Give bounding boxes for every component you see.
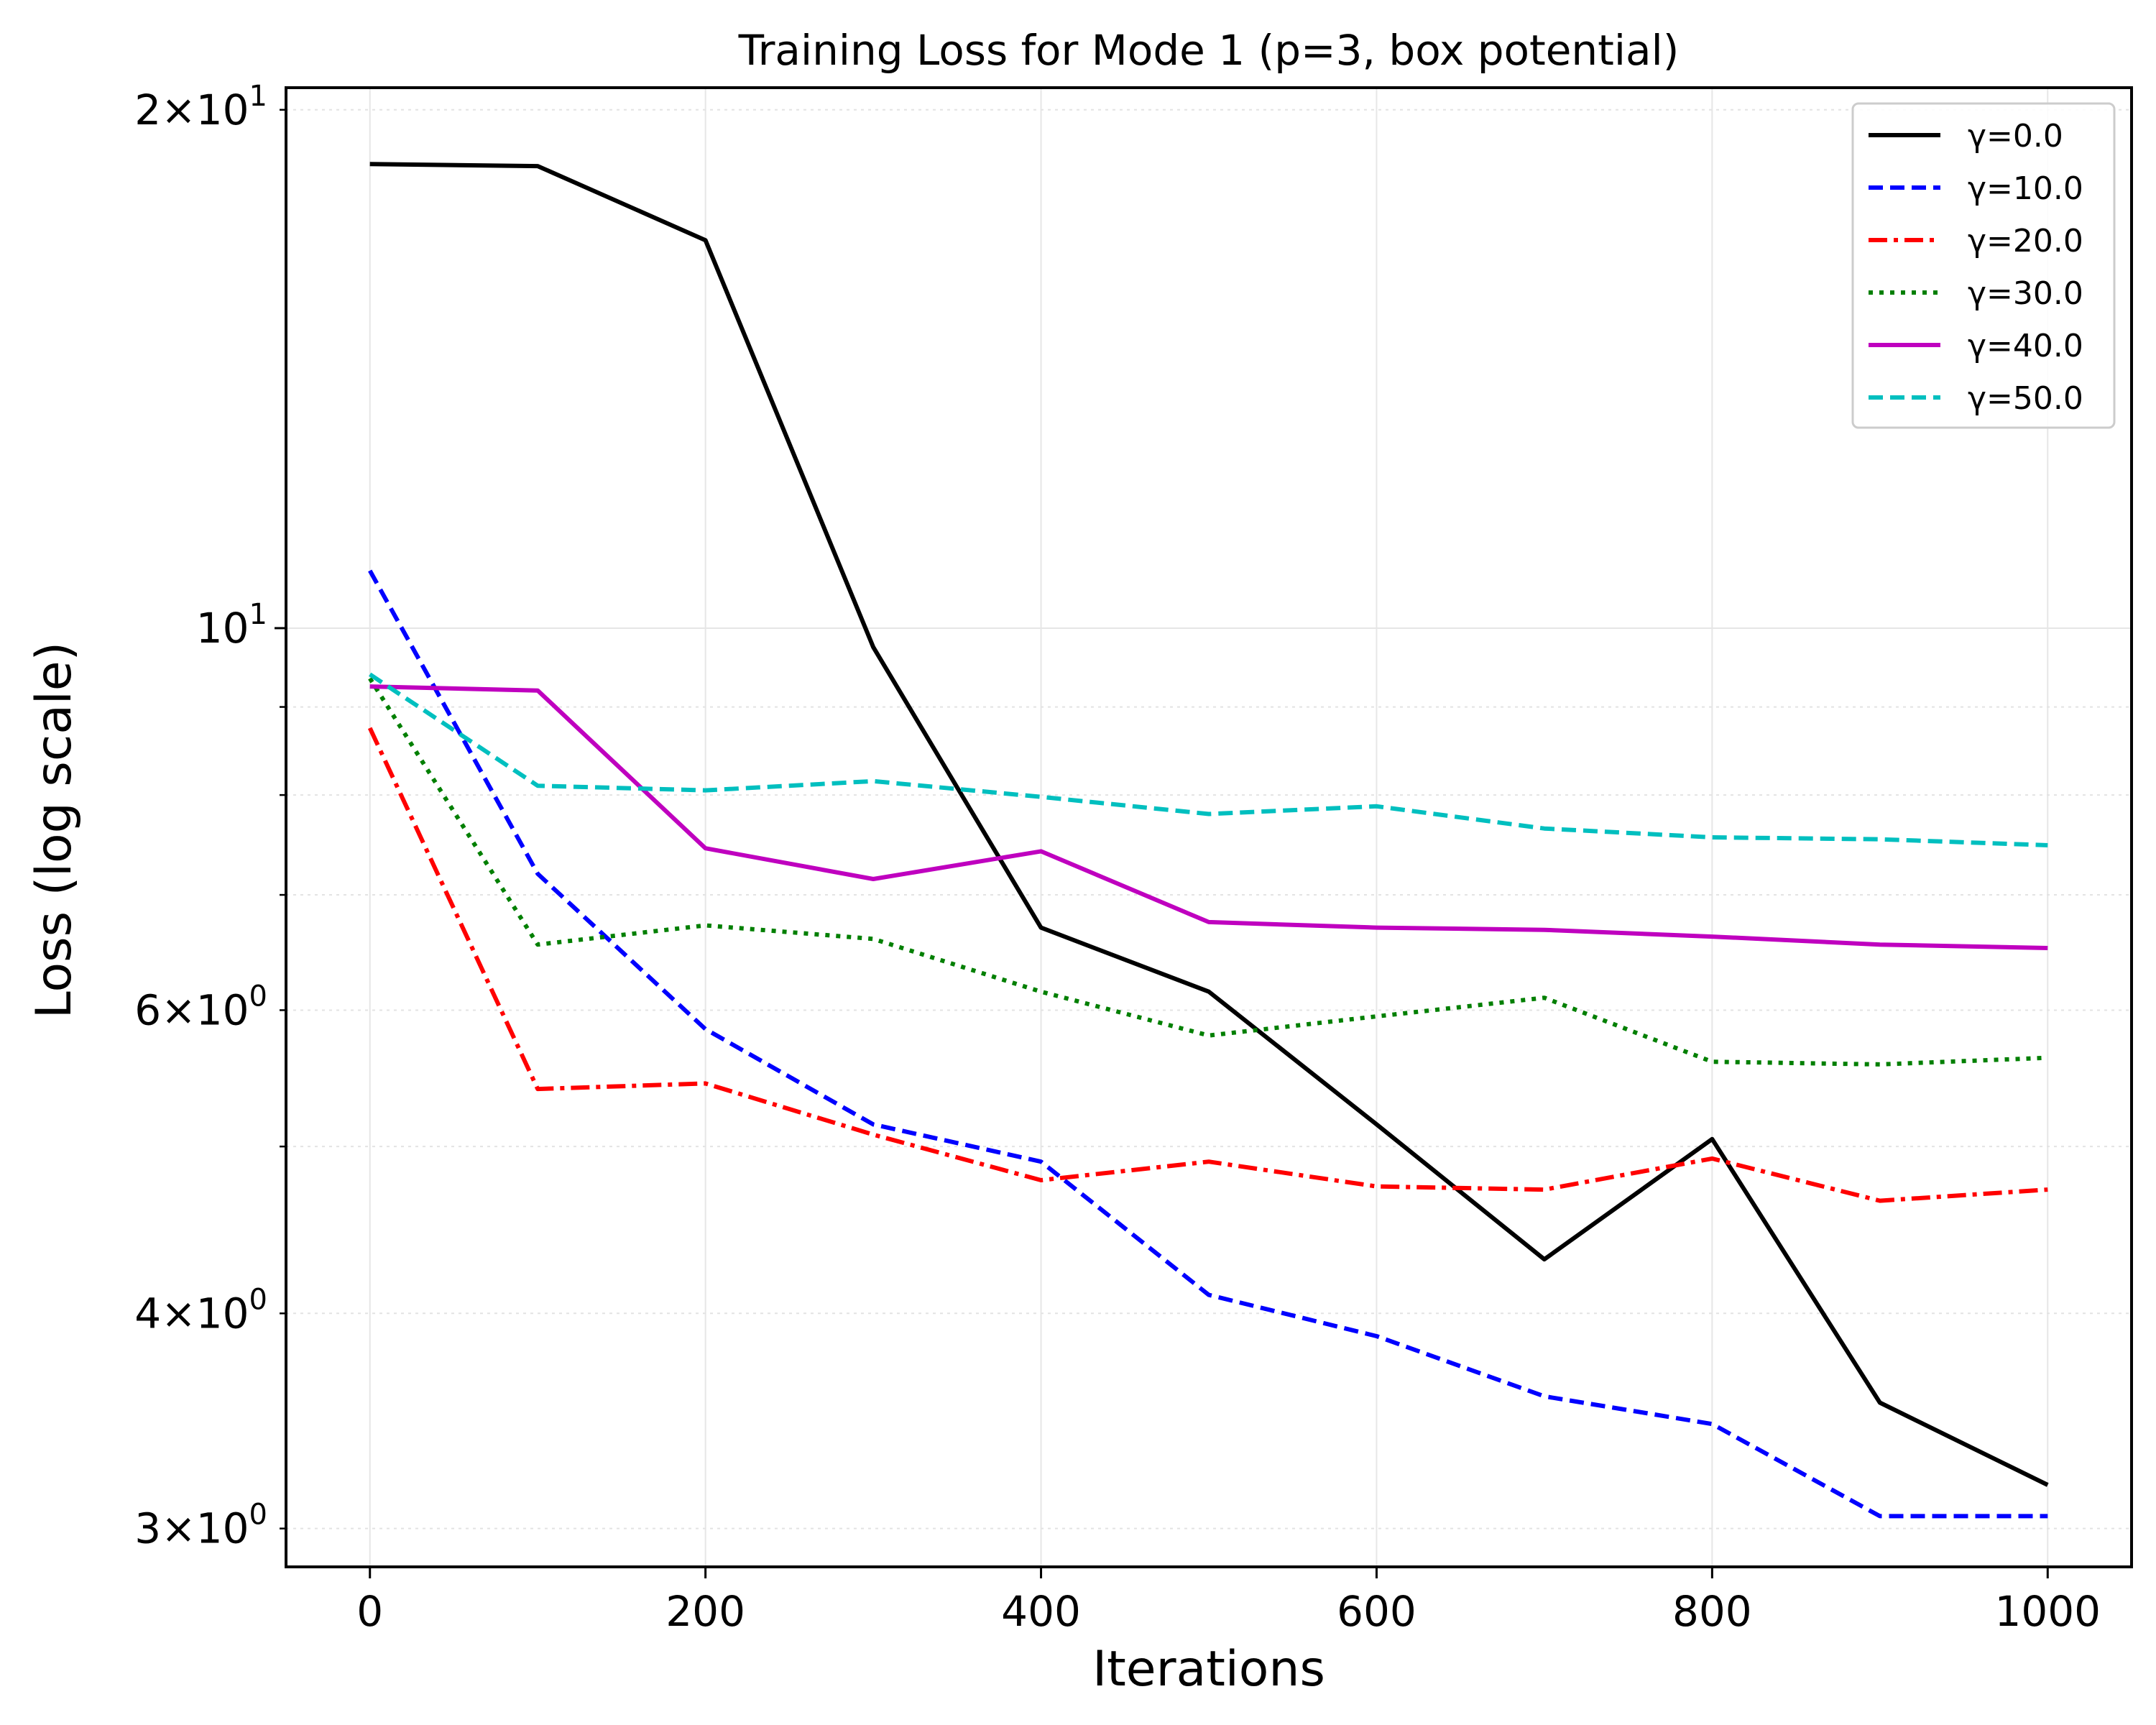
y-axis-ticks: 101 3×100 4×100 6×100 2×101 xyxy=(134,80,286,1553)
y-tick-label: 3×100 xyxy=(134,1499,267,1553)
x-tick-label: 800 xyxy=(1672,1587,1752,1636)
x-tick-label: 0 xyxy=(356,1587,383,1636)
y-tick-label: 6×100 xyxy=(134,980,267,1034)
x-tick-label: 1000 xyxy=(1994,1587,2101,1636)
series-line-gamma-0 xyxy=(369,162,2049,1487)
series-line-gamma-4 xyxy=(369,684,2048,950)
legend-entry-label: γ=50.0 xyxy=(1968,380,2083,417)
y-axis-label: Loss (log scale) xyxy=(26,642,83,1018)
series-line-gamma-5 xyxy=(369,672,2048,847)
chart-title: Training Loss for Mode 1 (p=3, box poten… xyxy=(738,26,1680,75)
x-axis-label: Iterations xyxy=(1092,1641,1325,1698)
x-tick-label: 400 xyxy=(1001,1587,1081,1636)
series-line-gamma-3 xyxy=(368,677,2048,1067)
legend-entry-label: γ=0.0 xyxy=(1968,118,2063,155)
series-line-gamma-1 xyxy=(368,569,2048,1519)
plot-area-frame xyxy=(285,86,2133,1568)
y-tick-label: 2×101 xyxy=(134,80,267,134)
x-tick-label: 200 xyxy=(665,1587,745,1636)
legend-entry-label: γ=40.0 xyxy=(1968,328,2083,364)
y-tick-label: 4×100 xyxy=(134,1283,267,1338)
legend-entry-label: γ=10.0 xyxy=(1968,170,2083,207)
series-lines xyxy=(367,162,2049,1519)
x-axis-ticks: 0 200 400 600 800 1000 xyxy=(356,1567,2101,1636)
series-line-gamma-2 xyxy=(367,727,2048,1203)
x-tick-label: 600 xyxy=(1337,1587,1416,1636)
y-tick-label: 101 xyxy=(196,598,267,653)
legend: γ=0.0 γ=10.0 γ=20.0 γ=30.0 γ=40.0 γ=50.0 xyxy=(1851,102,2116,429)
legend-entry-label: γ=20.0 xyxy=(1968,223,2083,259)
legend-entry-label: γ=30.0 xyxy=(1968,275,2083,312)
